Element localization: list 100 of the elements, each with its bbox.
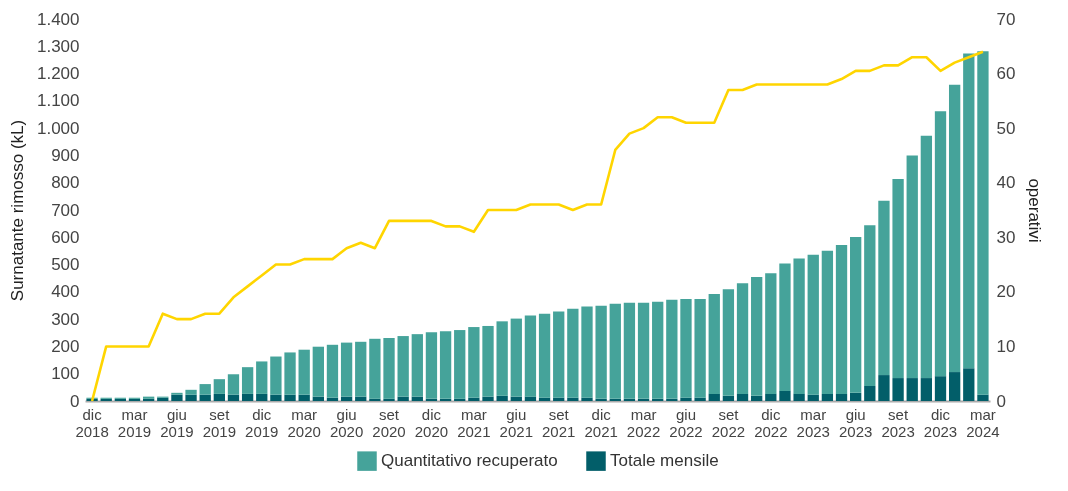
y2-tick-label: 50 xyxy=(996,118,1016,138)
y2-tick-label: 30 xyxy=(996,227,1016,247)
bar xyxy=(256,361,268,394)
bar xyxy=(694,397,706,401)
bar xyxy=(977,51,989,395)
x-tick-label: dic 2021 xyxy=(584,405,618,440)
bar xyxy=(892,378,904,401)
bar xyxy=(468,327,480,398)
bar xyxy=(227,394,240,401)
bar xyxy=(751,277,763,396)
bar xyxy=(751,395,763,401)
bar xyxy=(185,394,197,401)
bar xyxy=(355,341,367,397)
bar xyxy=(736,283,749,394)
bar xyxy=(920,378,933,401)
bar xyxy=(496,395,508,401)
y2-tick-label: 0 xyxy=(996,391,1006,411)
bar xyxy=(411,396,423,401)
bar xyxy=(779,390,791,401)
bar xyxy=(482,325,494,397)
bar xyxy=(256,393,268,401)
x-tick-label: set 2023 xyxy=(881,405,915,440)
bar xyxy=(581,306,593,398)
y-tick-label: 600 xyxy=(51,227,80,247)
x-tick-label: giu 2022 xyxy=(669,405,703,440)
bar xyxy=(199,394,211,401)
bar xyxy=(977,394,989,401)
bar xyxy=(581,397,593,401)
bar xyxy=(850,237,862,393)
bar xyxy=(454,330,466,399)
bar xyxy=(496,321,508,396)
bar xyxy=(312,346,324,397)
y2-axis-title: operativi xyxy=(1025,178,1045,243)
bar xyxy=(821,250,834,394)
bar xyxy=(835,244,848,394)
bar xyxy=(171,394,183,401)
y-tick-label: 0 xyxy=(70,391,80,411)
x-tick-label: mar 2021 xyxy=(457,405,491,440)
bar xyxy=(340,396,353,401)
bar xyxy=(878,375,890,401)
bar xyxy=(765,393,777,401)
bar xyxy=(765,273,777,394)
y2-tick-label: 20 xyxy=(996,282,1016,302)
bar xyxy=(213,393,225,401)
y-tick-label: 1.400 xyxy=(36,9,80,29)
bar xyxy=(609,303,621,399)
bar xyxy=(807,254,819,395)
bar xyxy=(326,344,339,398)
bar xyxy=(553,311,565,398)
y-tick-label: 700 xyxy=(51,200,80,220)
bar xyxy=(567,308,579,398)
x-tick-label: giu 2021 xyxy=(499,405,533,440)
y-tick-label: 300 xyxy=(51,309,80,329)
bar xyxy=(680,397,692,401)
y-tick-label: 1.100 xyxy=(36,91,80,111)
bar xyxy=(411,334,423,397)
bar xyxy=(524,396,537,401)
bar xyxy=(906,155,918,379)
y2-tick-label: 40 xyxy=(996,173,1016,193)
x-tick-label: giu 2023 xyxy=(838,405,873,440)
bar xyxy=(779,263,791,391)
x-tick-label: dic 2023 xyxy=(923,405,958,440)
bar xyxy=(383,337,395,399)
bar xyxy=(722,289,735,396)
y-tick-label: 800 xyxy=(51,173,80,193)
bar xyxy=(864,225,876,386)
bar xyxy=(722,395,735,401)
bar xyxy=(510,318,522,397)
bar xyxy=(694,298,706,398)
y-tick-label: 500 xyxy=(51,255,80,275)
bar xyxy=(878,200,890,376)
bar xyxy=(934,111,947,377)
x-tick-label: mar 2022 xyxy=(626,405,661,440)
bar xyxy=(708,294,720,394)
bar xyxy=(397,336,409,397)
bar xyxy=(595,398,607,401)
bar xyxy=(185,389,197,395)
bar xyxy=(680,298,692,398)
bar xyxy=(340,342,353,397)
y-tick-label: 100 xyxy=(51,364,80,384)
x-tick-label: mar 2020 xyxy=(287,405,321,440)
x-tick-label: dic 2022 xyxy=(754,405,788,440)
bar xyxy=(793,393,805,401)
bar xyxy=(213,379,225,394)
bar xyxy=(298,394,310,401)
x-tick-label: set 2022 xyxy=(711,405,746,440)
bar xyxy=(892,178,904,379)
x-tick-label: giu 2020 xyxy=(329,405,364,440)
x-tick-label: set 2021 xyxy=(542,405,576,440)
bar xyxy=(963,368,975,401)
bar xyxy=(298,349,310,395)
y-tick-label: 1.200 xyxy=(36,64,80,84)
bar xyxy=(623,302,636,399)
bar xyxy=(524,315,537,397)
bar xyxy=(708,393,720,401)
bar xyxy=(864,385,876,401)
bar xyxy=(369,398,381,401)
y2-tick-label: 10 xyxy=(996,336,1016,356)
bar xyxy=(284,352,296,395)
bar xyxy=(835,393,848,401)
